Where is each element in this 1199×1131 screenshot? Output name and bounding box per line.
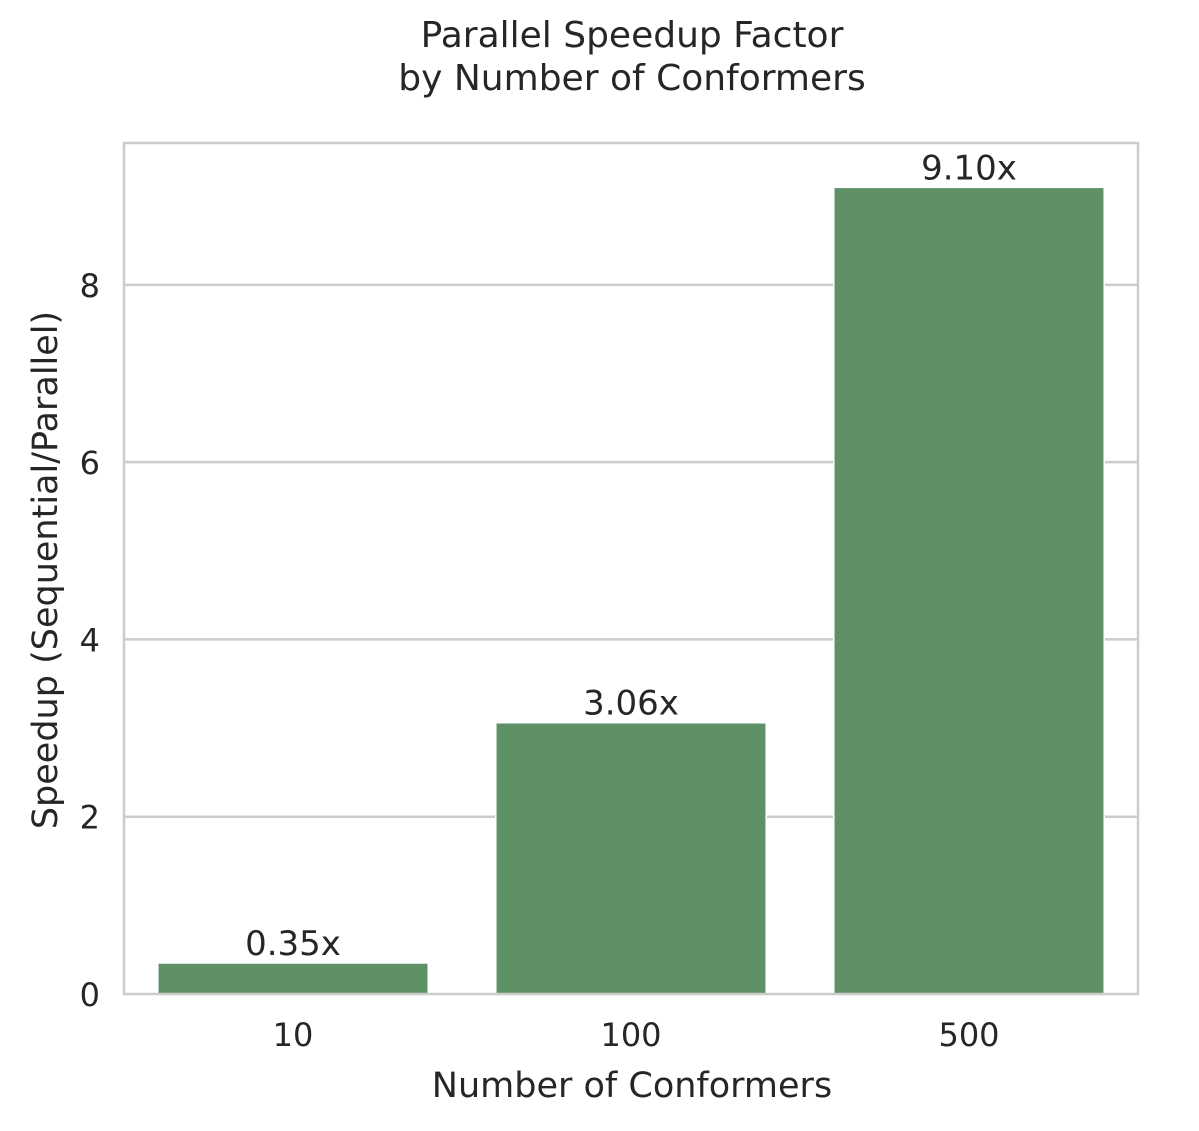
bar-value-label: 3.06x — [583, 684, 679, 724]
chart-title-line-1: Parallel Speedup Factor — [421, 15, 844, 56]
y-tick-label: 6 — [80, 444, 100, 482]
bar-500 — [833, 186, 1105, 995]
y-axis-label: Speedup (Sequential/Parallel) — [26, 311, 66, 829]
bar-value-labels: 0.35x 3.06x 9.10x — [245, 148, 1017, 964]
x-axis-label: Number of Conformers — [432, 1066, 832, 1106]
x-tick-label: 100 — [600, 1016, 661, 1054]
y-tick-label: 0 — [80, 976, 100, 1014]
chart-title-line-2: by Number of Conformers — [398, 58, 865, 99]
bars — [157, 186, 1105, 995]
y-tick-label: 8 — [80, 267, 100, 305]
bar-100 — [495, 721, 767, 995]
bar-value-label: 0.35x — [245, 924, 341, 964]
x-tick-label: 500 — [938, 1016, 999, 1054]
y-tick-labels: 0 2 4 6 8 — [80, 267, 100, 1014]
bar-value-label: 9.10x — [921, 148, 1017, 188]
x-tick-label: 10 — [273, 1016, 314, 1054]
y-tick-label: 2 — [80, 799, 100, 837]
plot-frame — [122, 141, 1140, 996]
bar-10 — [157, 962, 429, 995]
y-tick-label: 4 — [80, 621, 100, 659]
x-tick-labels: 10 100 500 — [273, 1016, 1000, 1054]
